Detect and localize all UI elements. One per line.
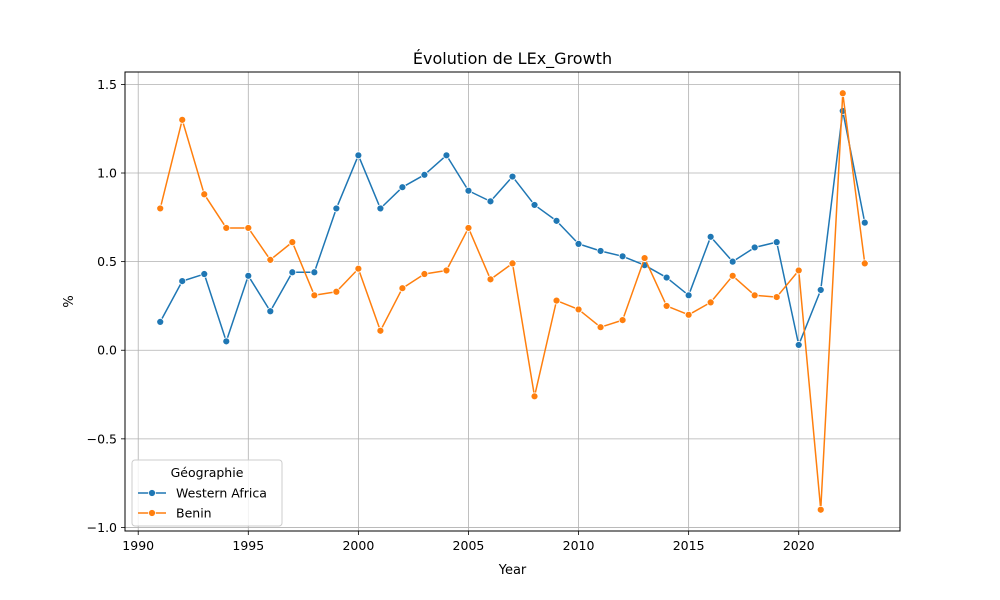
x-tick-label: 2015 xyxy=(673,538,705,553)
data-point-western-africa xyxy=(574,239,583,248)
data-point-western-africa xyxy=(200,270,209,278)
data-point-western-africa xyxy=(354,151,363,160)
x-tick-label: 2000 xyxy=(342,538,374,553)
data-point-western-africa xyxy=(596,247,605,255)
x-axis-ticks: 1990 1995 2000 2005 2010 2015 2020 xyxy=(122,531,815,553)
data-point-benin xyxy=(222,224,231,232)
data-point-benin xyxy=(508,259,517,268)
data-point-western-africa xyxy=(464,186,473,195)
data-point-benin xyxy=(332,287,341,296)
legend-box xyxy=(131,459,283,527)
legend-label-western-africa: Western Africa xyxy=(176,486,267,501)
data-point-western-africa xyxy=(442,151,451,160)
data-point-benin xyxy=(398,284,407,293)
data-point-benin xyxy=(706,298,715,307)
y-axis-ticks: −1.0 −0.5 0.0 0.5 1.0 1.5 xyxy=(87,77,125,535)
data-point-benin xyxy=(552,296,561,305)
chart-title: Évolution de LEx_Growth xyxy=(413,49,612,69)
x-axis-label: Year xyxy=(498,563,527,578)
data-point-western-africa xyxy=(552,216,561,225)
data-point-benin xyxy=(244,224,253,232)
data-point-western-africa xyxy=(266,307,275,316)
data-point-benin xyxy=(772,293,781,301)
data-point-benin xyxy=(618,316,627,325)
legend: Géographie Western Africa Benin xyxy=(131,459,283,527)
legend-entry-benin: Benin xyxy=(138,506,212,521)
legend-marker-western-africa xyxy=(148,489,156,497)
data-point-western-africa xyxy=(156,317,165,326)
data-point-western-africa xyxy=(860,218,869,227)
y-tick-label: 0.5 xyxy=(97,254,117,269)
data-point-benin xyxy=(794,266,803,275)
data-point-western-africa xyxy=(750,243,759,252)
data-point-benin xyxy=(486,275,495,284)
data-point-benin xyxy=(662,302,671,310)
data-point-benin xyxy=(156,204,165,213)
data-point-western-africa xyxy=(508,172,517,181)
legend-marker-benin xyxy=(148,509,156,517)
data-point-benin xyxy=(376,326,385,335)
x-tick-label: 2010 xyxy=(563,538,595,553)
data-point-western-africa xyxy=(376,204,385,213)
x-tick-label: 1990 xyxy=(122,538,154,553)
data-point-western-africa xyxy=(332,204,341,213)
legend-label-benin: Benin xyxy=(176,506,212,521)
data-point-western-africa xyxy=(398,183,407,192)
data-point-benin xyxy=(574,305,583,314)
data-point-benin xyxy=(816,505,825,514)
data-point-western-africa xyxy=(728,257,737,266)
data-point-western-africa xyxy=(530,201,539,209)
y-tick-label: 1.5 xyxy=(97,77,117,92)
data-point-western-africa xyxy=(420,170,429,179)
data-point-benin xyxy=(596,323,605,332)
data-point-western-africa xyxy=(310,268,319,277)
x-tick-label: 1995 xyxy=(232,538,264,553)
data-point-benin xyxy=(750,291,759,300)
x-tick-label: 2020 xyxy=(783,538,815,553)
data-point-western-africa xyxy=(706,232,715,241)
data-point-benin xyxy=(288,238,297,247)
data-point-western-africa xyxy=(772,238,781,247)
data-point-benin xyxy=(310,291,319,300)
legend-entry-western-africa: Western Africa xyxy=(138,486,267,501)
data-point-western-africa xyxy=(662,273,671,282)
data-point-benin xyxy=(838,89,847,98)
y-tick-label: −1.0 xyxy=(87,520,117,535)
data-point-benin xyxy=(442,266,451,275)
data-point-benin xyxy=(178,115,187,124)
series-layer xyxy=(156,89,869,514)
data-point-benin xyxy=(530,392,539,401)
data-point-benin xyxy=(728,271,737,280)
data-point-western-africa xyxy=(794,341,803,349)
y-tick-label: 1.0 xyxy=(97,166,117,181)
data-point-western-africa xyxy=(244,271,253,280)
data-point-benin xyxy=(354,264,363,273)
data-point-western-africa xyxy=(288,268,297,277)
series-benin xyxy=(156,89,869,514)
data-point-benin xyxy=(860,259,869,268)
y-axis-label: % xyxy=(62,295,77,307)
data-point-western-africa xyxy=(684,291,693,300)
data-point-benin xyxy=(464,224,473,232)
data-point-western-africa xyxy=(816,286,825,294)
y-tick-label: 0.0 xyxy=(97,343,117,358)
x-tick-label: 2005 xyxy=(453,538,485,553)
plot-frame xyxy=(124,71,901,532)
data-point-western-africa xyxy=(486,197,495,206)
legend-title: Géographie xyxy=(171,465,244,480)
data-point-benin xyxy=(200,190,209,199)
data-point-western-africa xyxy=(222,337,231,346)
data-point-benin xyxy=(266,255,275,264)
data-point-benin xyxy=(640,254,649,262)
data-point-benin xyxy=(420,270,429,278)
data-point-western-africa xyxy=(618,252,627,261)
data-point-benin xyxy=(684,310,693,319)
y-tick-label: −0.5 xyxy=(87,431,117,446)
data-point-western-africa xyxy=(178,277,187,286)
